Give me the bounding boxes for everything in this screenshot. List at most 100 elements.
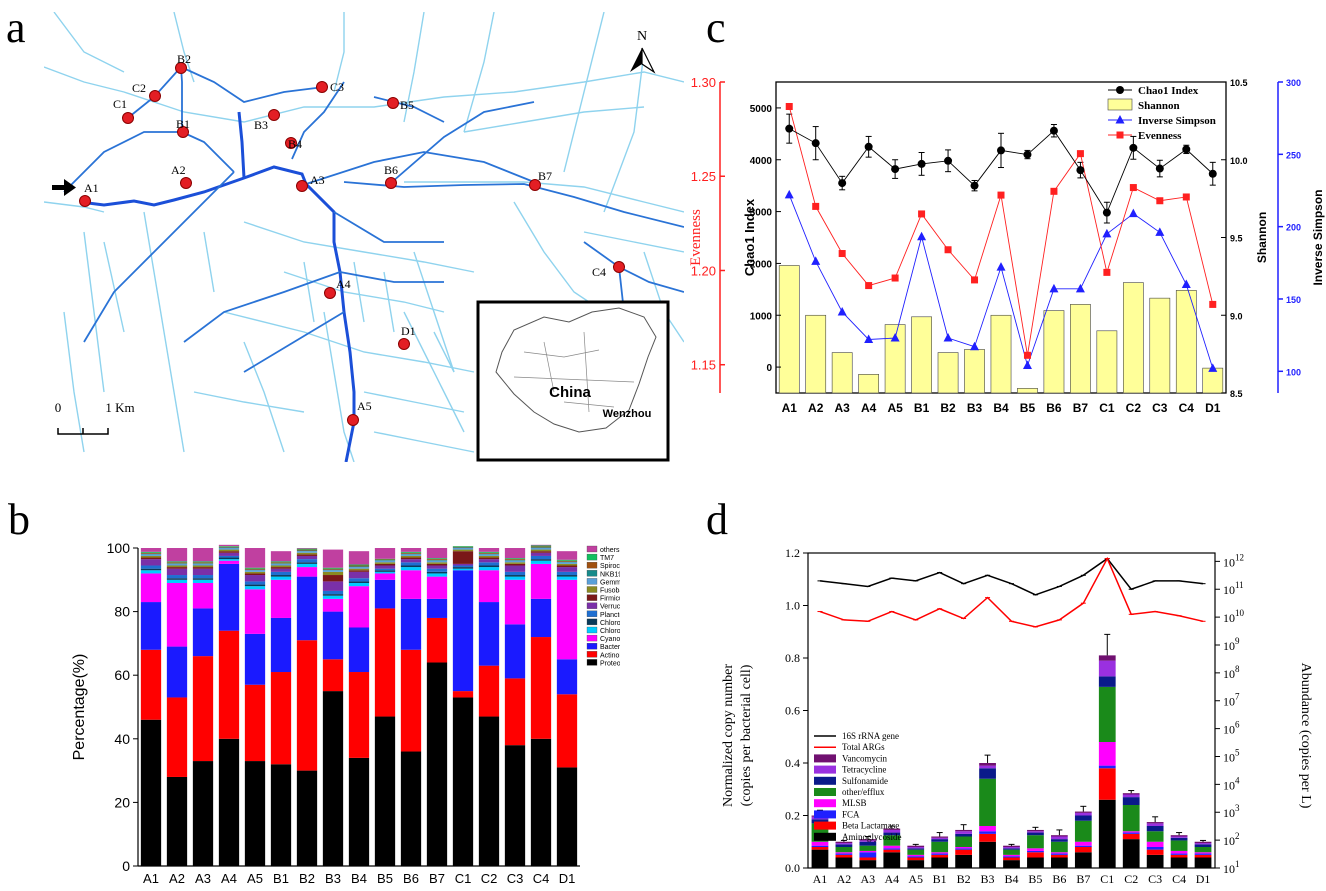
point-Inverse Simpson-B1: [917, 231, 927, 241]
river-22: [583, 231, 684, 253]
bar-C4-Beta Lactamase: [1170, 854, 1188, 858]
bar-B6-Cyanobacteria: [400, 570, 422, 599]
bar-C4-NKB19: [530, 547, 552, 548]
shannon-bar-A1: [778, 265, 800, 394]
legend-marker-Inverse Simpson: [1115, 115, 1125, 124]
bar-B2-Verrucomicrobia: [296, 555, 318, 560]
bar-A4-Beta Lactamase: [883, 849, 901, 853]
bar-B5-Planctomycetes: [374, 568, 396, 571]
bar-B2-MLSB: [955, 847, 972, 849]
x-tick-label: B6: [1052, 872, 1066, 886]
bar-B6-Chlorobi: [400, 565, 422, 568]
bar-B5-Chlorobi: [374, 570, 396, 572]
bar-A4-others: [218, 544, 240, 547]
bar-A2-others: [166, 548, 188, 562]
bar-C2-Sulfonamide: [1122, 797, 1140, 805]
x-tick-label: A4: [884, 872, 899, 886]
bar-C1-Firmicutes: [452, 551, 474, 564]
bar-C2-Verrucomicrobia: [478, 559, 500, 563]
bar-B2-TM7: [296, 548, 318, 550]
bar-B1-MLSB: [931, 852, 949, 854]
y-tick-label: 100: [107, 540, 131, 556]
bar-B7-Sulfonamide: [1074, 815, 1092, 821]
scale-label-0: 0: [55, 400, 62, 415]
point-Inverse Simpson-B3: [970, 341, 980, 351]
tributary-2: [181, 131, 235, 173]
shannon-tick-label: 10.5: [1230, 78, 1248, 88]
river-15: [63, 311, 85, 453]
bar-A4-Tetracycline: [883, 829, 901, 833]
bar-A4-Cyanobacteria: [218, 560, 240, 564]
chao1-tick-label: 5000: [750, 104, 773, 115]
bar-B2-Beta Lactamase: [955, 849, 972, 855]
bar-D1-Tetracycline: [1194, 843, 1212, 845]
bar-D1-Spirochaetes: [556, 560, 578, 562]
x-tick-label: A3: [861, 872, 876, 886]
bar-C2-Actinobacteria: [478, 665, 500, 717]
point-Inverse Simpson-C2: [1128, 208, 1138, 218]
legend-swatch-Vancomycin: [814, 754, 836, 763]
evenness-axis-label: Evenness: [688, 209, 704, 266]
bar-A3-Sulfonamide: [859, 841, 877, 846]
site-marker-C4: [613, 261, 625, 273]
bar-C4-TM7: [530, 545, 552, 547]
bar-B1-Aminoglycoside: [931, 857, 949, 868]
bar-A3-Planctomycetes: [192, 575, 214, 579]
chao1-tick-label: 1000: [750, 311, 773, 322]
bar-B2-others: [296, 548, 318, 549]
bar-B3-MLSB: [979, 826, 996, 832]
bar-C3-FCA: [1146, 847, 1164, 850]
bar-B7-FCA: [1074, 845, 1092, 847]
bar-B4-Bacteroidetes: [348, 627, 370, 673]
y-tick-label: 1.2: [785, 546, 800, 560]
point-Chao1 Index-C2: [1129, 143, 1138, 152]
site-marker-C2: [149, 90, 161, 102]
bar-C2-Tetracycline: [1122, 794, 1140, 798]
bar-C2-Spirochaetes: [478, 552, 500, 554]
bar-B1-NKB19: [270, 563, 292, 564]
point-Chao1 Index-A5: [891, 165, 900, 174]
point-Evenness-A4: [865, 282, 873, 290]
main-channel: [79, 165, 356, 462]
bar-B2-Fusobacteria: [296, 552, 318, 555]
bar-A4-Chlorobi: [218, 557, 240, 560]
bar-C1-Planctomycetes: [452, 565, 474, 568]
bar-A2-Vancomycin: [835, 841, 853, 844]
river-4: [333, 12, 345, 93]
x-tick-label: A5: [887, 401, 903, 415]
bar-C4-others: [530, 544, 552, 546]
point-Evenness-A5: [891, 274, 899, 282]
bar-B4-Aminoglycoside: [1003, 860, 1020, 868]
y-tick-label: 40: [114, 731, 130, 747]
tributary-9: [183, 271, 341, 343]
bar-A1-Planctomycetes: [140, 565, 162, 569]
bar-B1-Vancomycin: [931, 836, 949, 838]
bar-A2-TM7: [166, 561, 188, 563]
bar-C2-Fusobacteria: [478, 555, 500, 558]
bar-B6-FCA: [1051, 853, 1068, 855]
bar-C2-Bacteroidetes: [478, 602, 500, 666]
bar-C4-Chloroflexi: [530, 560, 552, 564]
bar-C2-other/efflux: [1122, 805, 1140, 832]
river-18: [403, 311, 465, 433]
bar-B6-Planctomycetes: [400, 562, 422, 566]
bar-B4-Proteobacteria: [348, 757, 370, 866]
bar-C3-NKB19: [504, 560, 526, 561]
legend-label-other/efflux: other/efflux: [842, 787, 885, 797]
site-marker-B4: [285, 137, 297, 149]
x-tick-label: A1: [143, 871, 159, 886]
point-Evenness-B5: [1023, 351, 1031, 359]
bar-B6-Beta Lactamase: [1051, 854, 1068, 858]
river-13: [143, 211, 185, 453]
bar-C3-Proteobacteria: [504, 745, 526, 866]
x-tick-label: B1: [914, 401, 930, 415]
site-label-B7: B7: [538, 169, 552, 183]
site-marker-B3: [268, 109, 280, 121]
point-Chao1 Index-C3: [1155, 164, 1164, 173]
bar-D1-MLSB: [1194, 852, 1212, 854]
bar-B2-Tetracycline: [955, 831, 972, 834]
bar-A1-Chlorobi: [140, 568, 162, 571]
legend-label-Chlorobi: Chlorobi: [600, 620, 620, 627]
point-Evenness-C2: [1129, 184, 1137, 192]
x-tick-label: A2: [837, 872, 852, 886]
